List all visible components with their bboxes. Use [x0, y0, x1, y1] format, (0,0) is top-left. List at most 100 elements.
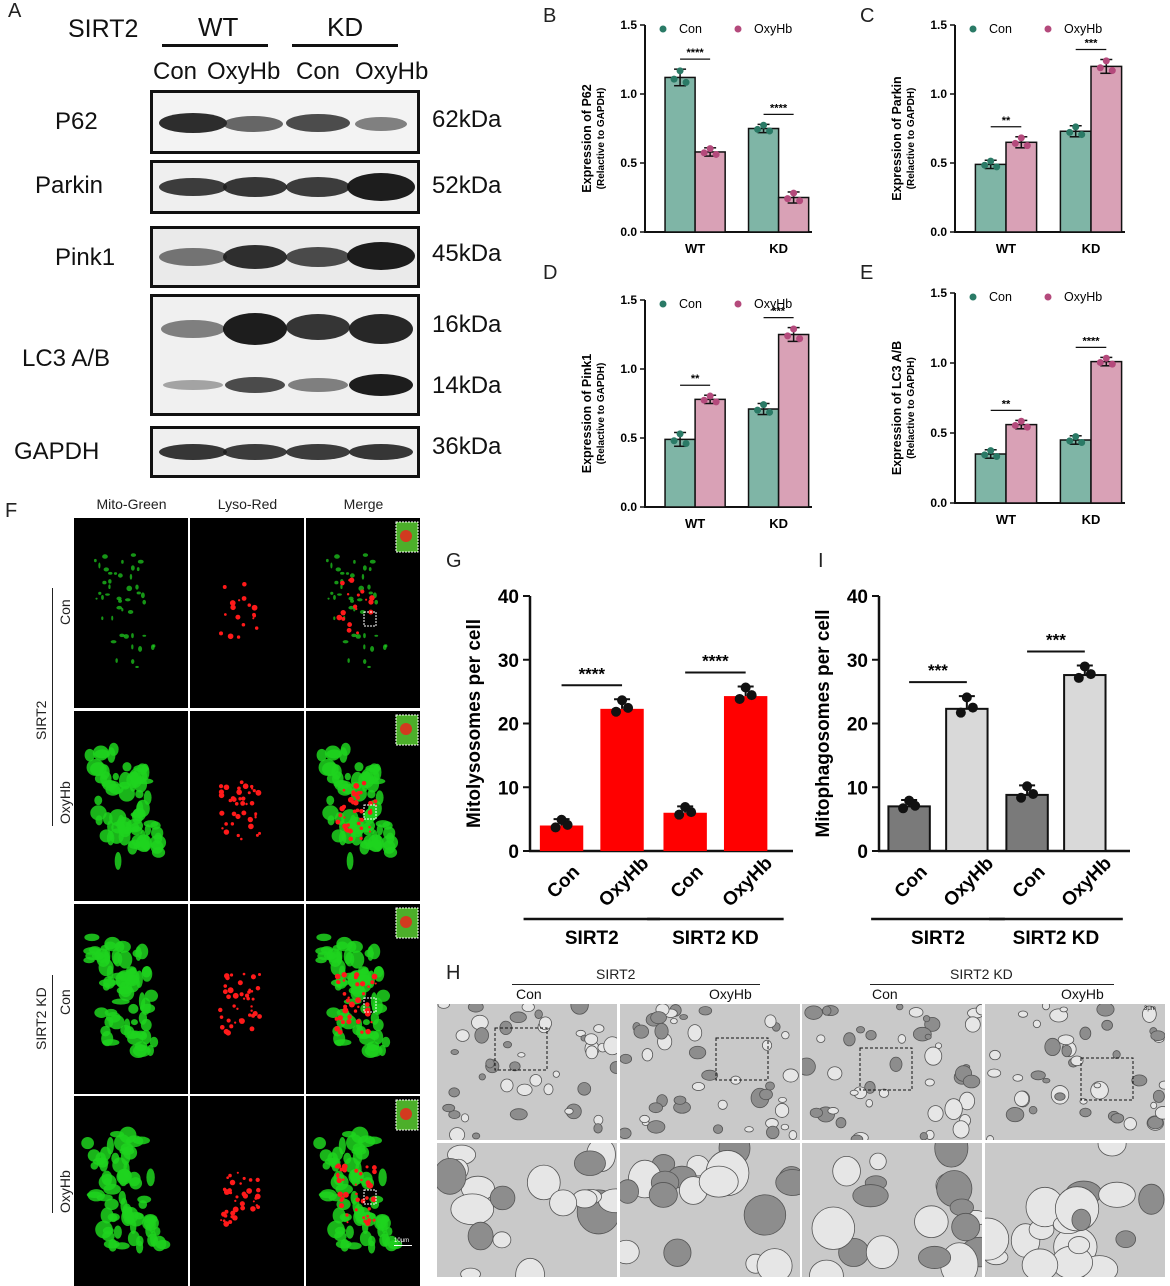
lyso-signal — [347, 828, 353, 834]
wb-row-label-parkin: Parkin — [35, 172, 104, 199]
mito-signal — [338, 830, 347, 846]
micro-row-label-2: OxyHb — [57, 781, 73, 824]
mito-signal — [113, 1225, 122, 1239]
mito-signal — [102, 580, 107, 585]
bar — [1090, 65, 1123, 233]
y-tick-label: 1.0 — [930, 356, 947, 370]
micro-tile — [74, 711, 188, 901]
em-organelle — [811, 1206, 856, 1250]
em-organelle — [816, 1034, 826, 1043]
mito-signal — [333, 616, 336, 621]
wb-lane-4: OxyHb — [355, 58, 429, 85]
mito-signal — [141, 966, 153, 982]
x-tick-label: Con — [1009, 862, 1050, 903]
lyso-signal — [223, 1214, 228, 1218]
lyso-signal — [342, 1007, 349, 1014]
mito-signal — [345, 1225, 354, 1239]
x-tick-label: WT — [996, 512, 1016, 527]
lyso-signal — [369, 595, 375, 601]
legend-marker — [734, 25, 742, 33]
lyso-signal — [218, 1007, 223, 1013]
lyso-signal — [360, 1178, 363, 1182]
legend-label: OxyHb — [754, 297, 792, 311]
data-point — [617, 695, 628, 706]
lyso-signal — [368, 825, 371, 829]
micro-tile — [190, 904, 304, 1094]
data-point — [754, 406, 762, 414]
em-organelle — [986, 1135, 995, 1140]
mito-signal — [313, 1137, 326, 1150]
x-tick-label: OxyHb — [940, 853, 998, 911]
em-organelle — [448, 1110, 461, 1120]
mito-signal — [128, 1211, 145, 1227]
lyso-signal — [252, 1200, 255, 1203]
mito-signal — [353, 559, 356, 564]
y-tick-label: 40 — [498, 587, 519, 608]
em-organelle — [952, 1120, 970, 1139]
lyso-signal — [245, 802, 248, 806]
x-tick-label: KD — [769, 516, 788, 531]
data-point — [686, 807, 697, 818]
mito-signal — [111, 998, 130, 1005]
mito-signal — [381, 1036, 391, 1048]
wb-group-wt-line — [162, 44, 268, 47]
lyso-signal — [255, 985, 261, 991]
bar — [664, 438, 696, 508]
em-organelle — [450, 1193, 495, 1226]
y-axis-sublabel: (Relactive to GAPDH) — [596, 363, 607, 465]
panel-letter-b: B — [543, 5, 557, 27]
lyso-signal — [345, 1213, 349, 1217]
mito-signal — [363, 644, 366, 650]
x-tick-label: Con — [543, 862, 584, 903]
mito-signal — [126, 585, 133, 592]
lyso-signal — [218, 784, 224, 789]
mito-signal — [88, 946, 102, 954]
em-organelle — [1042, 1004, 1051, 1011]
lyso-signal — [368, 599, 374, 605]
mito-signal — [140, 592, 145, 599]
lyso-signal — [360, 1198, 366, 1204]
mito-signal — [128, 1003, 139, 1014]
em-organelle — [778, 1096, 787, 1103]
x-tick-label: WT — [996, 241, 1016, 256]
mito-signal — [98, 958, 114, 977]
mito-signal — [343, 1152, 352, 1164]
mito-signal — [356, 598, 363, 602]
mito-signal — [83, 957, 95, 964]
lyso-signal — [258, 973, 262, 977]
mito-signal — [351, 1126, 369, 1144]
data-point — [676, 430, 684, 438]
lyso-signal — [340, 580, 345, 586]
em-organelle — [743, 1194, 787, 1236]
significance-label: *** — [928, 661, 948, 680]
lyso-signal — [248, 1178, 253, 1182]
em-organelle — [442, 1103, 456, 1113]
mito-signal — [348, 596, 354, 601]
lyso-signal — [219, 810, 225, 816]
group-label: SIRT2 KD — [1013, 928, 1100, 949]
mito-signal — [101, 616, 104, 621]
mito-signal — [86, 1191, 103, 1199]
mito-signal — [104, 1198, 119, 1210]
mito-signal — [332, 1146, 344, 1161]
lyso-signal — [224, 822, 228, 826]
lyso-signal — [232, 1206, 239, 1213]
lyso-signal — [222, 989, 228, 995]
em-organelle — [701, 1069, 719, 1081]
lyso-signal — [342, 788, 346, 792]
significance-label: **** — [579, 664, 606, 683]
em-organelle — [1112, 1050, 1121, 1059]
data-point — [910, 800, 921, 811]
data-point — [967, 702, 978, 713]
mito-signal — [131, 633, 134, 639]
em-organelle — [577, 1082, 592, 1096]
lyso-signal — [359, 826, 364, 831]
lyso-signal — [340, 610, 346, 616]
em-tile — [802, 1143, 982, 1277]
lyso-signal — [240, 1205, 246, 1211]
x-tick-label: OxyHb — [1058, 853, 1116, 911]
mito-signal — [151, 847, 166, 858]
lyso-signal — [247, 990, 251, 994]
mito-signal — [110, 640, 117, 644]
em-organelle — [500, 1078, 514, 1093]
